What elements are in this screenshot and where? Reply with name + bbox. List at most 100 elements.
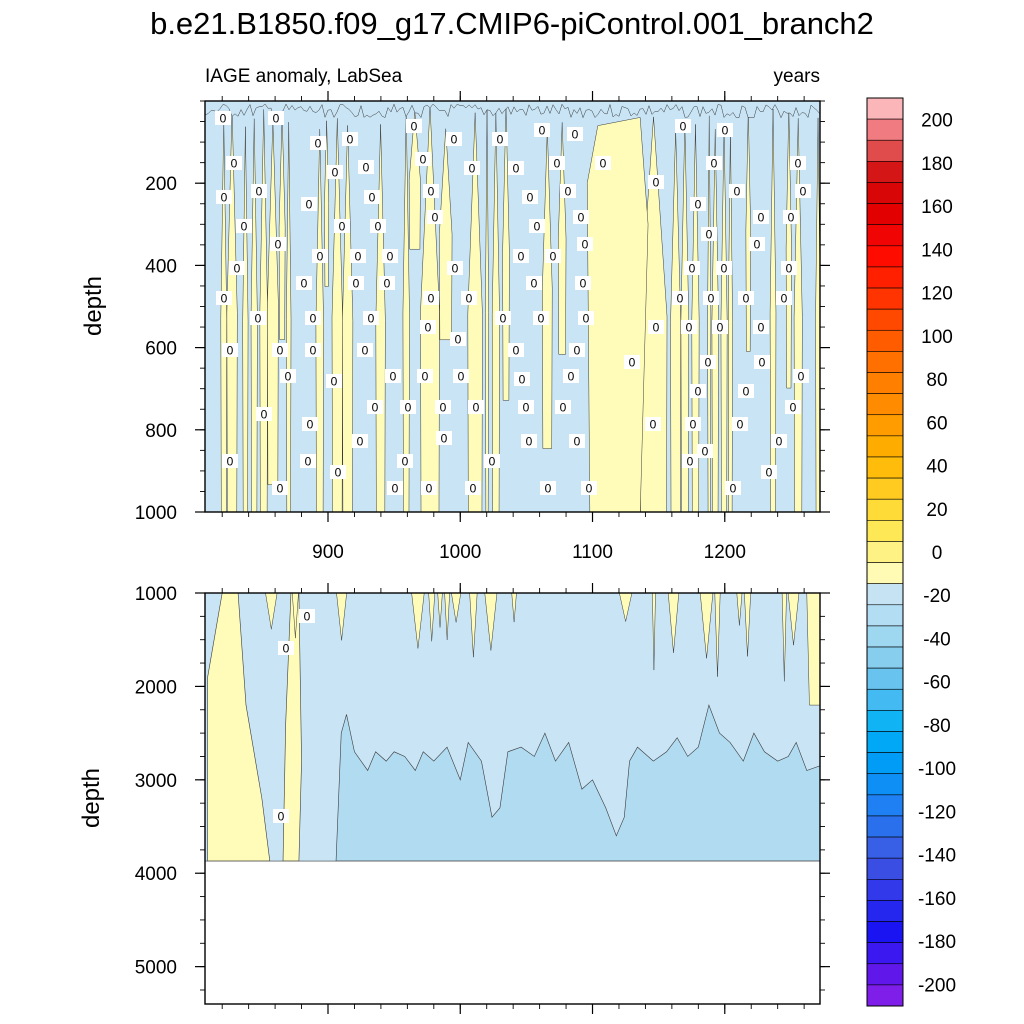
contour-label-group: 0 — [464, 161, 480, 176]
contour-label: 0 — [583, 312, 590, 326]
contour-label-group: 0 — [648, 175, 664, 190]
contour-label-box — [577, 237, 593, 251]
contour-label-group: 0 — [222, 454, 238, 469]
contour-label: 0 — [261, 408, 268, 422]
colorbar-swatch — [866, 794, 904, 817]
contour-label: 0 — [362, 344, 369, 358]
contour-label-box — [526, 276, 542, 290]
contour-label-group: 0 — [690, 197, 706, 212]
contour-label-group: 0 — [363, 311, 379, 326]
contour-label-group: 0 — [645, 417, 661, 432]
contour-label-box — [435, 400, 451, 414]
contour-label-group: 0 — [447, 261, 463, 276]
contour-label-group: 0 — [785, 400, 801, 415]
contour-label-box — [795, 184, 811, 198]
contour-label-group: 0 — [578, 311, 594, 326]
contour-label-box — [334, 219, 350, 233]
contour-label: 0 — [786, 262, 793, 276]
contour-label-group: 0 — [508, 161, 524, 176]
contour-label-box — [534, 123, 550, 137]
contour-label-box — [330, 465, 346, 479]
contour-label: 0 — [426, 482, 433, 496]
contour-label: 0 — [241, 220, 248, 234]
positive-anomaly-band — [680, 122, 689, 512]
contour-label: 0 — [600, 157, 607, 171]
contour-label: 0 — [534, 220, 541, 234]
contour-label: 0 — [422, 370, 429, 384]
contour-label: 0 — [392, 482, 399, 496]
contour-label-box — [785, 400, 801, 414]
contour-label-box — [573, 210, 589, 224]
contour-label-box — [387, 481, 403, 495]
contour-label-group: 0 — [250, 311, 266, 326]
contour-label: 0 — [428, 292, 435, 306]
contour-label-group: 0 — [729, 184, 745, 199]
contour-label: 0 — [722, 124, 729, 138]
contour-label-group: 0 — [795, 184, 811, 199]
contour-label: 0 — [766, 466, 773, 480]
colorbar-label: -180 — [918, 932, 956, 953]
colorbar-label: 200 — [921, 111, 953, 132]
contour-label: 0 — [690, 418, 697, 432]
y-tick-label: 1000 — [135, 503, 177, 524]
contour-label-box — [549, 156, 565, 170]
contour-label-group: 0 — [514, 372, 530, 387]
surface-negative-strip — [205, 101, 820, 119]
contour-label-box — [567, 127, 583, 141]
contour-label-box — [229, 261, 245, 275]
colorbar-swatch — [866, 900, 904, 922]
contour-label-box — [560, 184, 576, 198]
contour-label-box — [327, 165, 343, 179]
contour-label: 0 — [790, 401, 797, 415]
y-tick-label: 800 — [145, 421, 177, 442]
contour-label-group: 0 — [697, 444, 713, 459]
colorbar-swatch — [866, 646, 904, 669]
colorbar-label: -160 — [918, 889, 956, 910]
contour-label-group: 0 — [717, 123, 733, 138]
contour-label-box — [464, 161, 480, 175]
colorbar-label: 0 — [932, 543, 943, 564]
contour-label-group: 0 — [753, 320, 769, 335]
contour-label: 0 — [705, 356, 712, 370]
colorbar-swatch — [866, 139, 904, 162]
contour-label-box — [423, 184, 439, 198]
contour-label-group: 0 — [435, 400, 451, 415]
contour-label-box — [400, 400, 416, 414]
contour-label: 0 — [332, 166, 339, 180]
positive-anomaly-band — [444, 593, 450, 640]
contour-label-group: 0 — [268, 111, 284, 126]
contour-label-box — [363, 311, 379, 325]
contour-label: 0 — [473, 401, 480, 415]
positive-anomaly-band — [670, 129, 681, 512]
colorbar-swatch — [866, 372, 904, 394]
contour-label-group: 0 — [256, 407, 272, 422]
contour-label-box — [278, 641, 294, 655]
contour-label-group: 0 — [301, 197, 317, 212]
positive-anomaly-band — [667, 593, 680, 653]
contour-label-group: 0 — [352, 434, 368, 449]
contour-label-group: 0 — [358, 160, 374, 175]
contour-label-group: 0 — [682, 454, 698, 469]
contour-label-group: 0 — [790, 156, 806, 171]
contour-label-group: 0 — [725, 481, 741, 496]
contour-label-group: 0 — [417, 369, 433, 384]
contour-label-box — [492, 132, 508, 146]
contour-label: 0 — [689, 262, 696, 276]
contour-label-box — [216, 190, 232, 204]
contour-label: 0 — [420, 153, 427, 167]
y-tick-label: 600 — [145, 339, 177, 360]
contour-label-box — [749, 237, 765, 251]
contour-label-group: 0 — [357, 343, 373, 358]
colorbar-label: -140 — [918, 846, 956, 867]
contour-label-box — [427, 210, 443, 224]
positive-anomaly-band — [207, 593, 271, 862]
contour-label-group: 0 — [465, 481, 481, 496]
contour-label-box — [717, 123, 733, 137]
contour-label-box — [703, 291, 719, 305]
contour-label-box — [421, 481, 437, 495]
contour-label-group: 0 — [712, 320, 728, 335]
contour-label-box — [450, 332, 466, 346]
contour-label-group: 0 — [215, 111, 231, 126]
contour-label: 0 — [307, 418, 314, 432]
contour-label-box — [226, 156, 242, 170]
